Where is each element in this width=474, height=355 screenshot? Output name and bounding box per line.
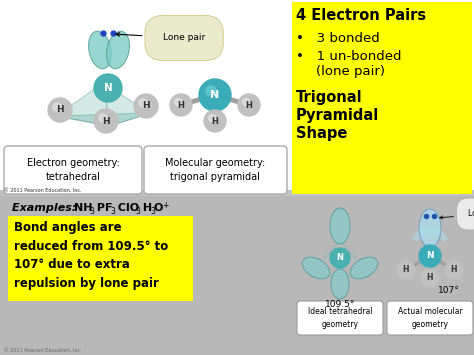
Circle shape <box>94 109 118 133</box>
Text: 3: 3 <box>89 207 94 216</box>
Circle shape <box>48 98 72 122</box>
Circle shape <box>206 86 216 96</box>
FancyBboxPatch shape <box>4 146 142 194</box>
Bar <box>0 195 474 355</box>
Ellipse shape <box>419 209 441 247</box>
Text: H: H <box>403 266 409 274</box>
FancyBboxPatch shape <box>144 146 287 194</box>
Text: Lone pair: Lone pair <box>440 209 474 219</box>
Text: N: N <box>426 251 434 261</box>
Text: •   3 bonded: • 3 bonded <box>296 32 380 45</box>
Text: H: H <box>102 116 110 126</box>
Circle shape <box>199 79 231 111</box>
Text: H: H <box>142 102 150 110</box>
Text: © 2011 Pearson Education, Inc.: © 2011 Pearson Education, Inc. <box>4 348 82 353</box>
Bar <box>0 190 474 196</box>
Text: H: H <box>211 116 219 126</box>
FancyBboxPatch shape <box>387 301 473 335</box>
Ellipse shape <box>331 269 349 299</box>
Ellipse shape <box>89 31 111 69</box>
Ellipse shape <box>302 257 330 279</box>
Text: N: N <box>337 253 344 262</box>
Text: (lone pair): (lone pair) <box>316 65 385 78</box>
Text: H: H <box>139 203 152 213</box>
Circle shape <box>445 261 463 279</box>
Text: Trigonal: Trigonal <box>296 90 363 105</box>
Text: Ideal tetrahedral
geometry: Ideal tetrahedral geometry <box>308 307 372 329</box>
Ellipse shape <box>330 208 350 244</box>
Text: N: N <box>210 90 219 100</box>
Text: N: N <box>104 83 112 93</box>
Ellipse shape <box>107 31 129 69</box>
Text: •   1 un-bonded: • 1 un-bonded <box>296 50 401 63</box>
Text: 3: 3 <box>135 207 140 216</box>
Text: PF: PF <box>93 203 112 213</box>
Polygon shape <box>56 83 110 126</box>
Circle shape <box>139 99 147 107</box>
Circle shape <box>174 98 182 105</box>
Circle shape <box>134 94 158 118</box>
Polygon shape <box>56 113 150 126</box>
Text: Pyramidal: Pyramidal <box>296 108 379 123</box>
Bar <box>0 0 474 195</box>
Text: H: H <box>56 105 64 115</box>
Text: 4 Electron Pairs: 4 Electron Pairs <box>296 8 426 23</box>
Circle shape <box>204 110 226 132</box>
Text: 3: 3 <box>110 207 115 216</box>
Text: Examples:: Examples: <box>12 203 84 213</box>
Text: H: H <box>246 100 253 109</box>
Ellipse shape <box>350 257 378 279</box>
Text: H: H <box>427 273 433 283</box>
Text: © 2011 Pearson Education, Inc.: © 2011 Pearson Education, Inc. <box>4 188 82 193</box>
Text: Actual molecular
geometry: Actual molecular geometry <box>398 307 462 329</box>
FancyBboxPatch shape <box>8 216 193 301</box>
Circle shape <box>421 269 439 287</box>
Text: Bond angles are
reduced from 109.5° to
107° due to extra
repulsion by lone pair: Bond angles are reduced from 109.5° to 1… <box>14 221 168 289</box>
Text: Lone pair: Lone pair <box>116 33 205 43</box>
Text: O: O <box>154 203 164 213</box>
Text: H: H <box>451 266 457 274</box>
Circle shape <box>330 248 350 268</box>
Text: © 2011 Pearson Education, Inc.: © 2011 Pearson Education, Inc. <box>4 188 82 193</box>
Circle shape <box>170 94 192 116</box>
Circle shape <box>94 74 122 102</box>
Text: H: H <box>178 100 184 109</box>
Text: 3: 3 <box>150 207 155 216</box>
Polygon shape <box>103 83 150 126</box>
Text: 109.5°: 109.5° <box>325 300 355 309</box>
Circle shape <box>243 98 249 105</box>
Text: ClO: ClO <box>114 203 139 213</box>
Text: +: + <box>162 201 168 210</box>
Text: 107°: 107° <box>438 286 460 295</box>
Circle shape <box>99 114 107 122</box>
FancyBboxPatch shape <box>297 301 383 335</box>
Text: Shape: Shape <box>296 126 347 141</box>
Text: NH: NH <box>74 203 92 213</box>
Circle shape <box>397 261 415 279</box>
Text: Electron geometry:
tetrahedral: Electron geometry: tetrahedral <box>27 158 119 182</box>
FancyBboxPatch shape <box>292 2 472 194</box>
Circle shape <box>209 115 216 121</box>
Circle shape <box>419 245 441 267</box>
Text: Molecular geometry:
trigonal pyramidal: Molecular geometry: trigonal pyramidal <box>165 158 265 182</box>
Circle shape <box>53 103 61 111</box>
Circle shape <box>238 94 260 116</box>
